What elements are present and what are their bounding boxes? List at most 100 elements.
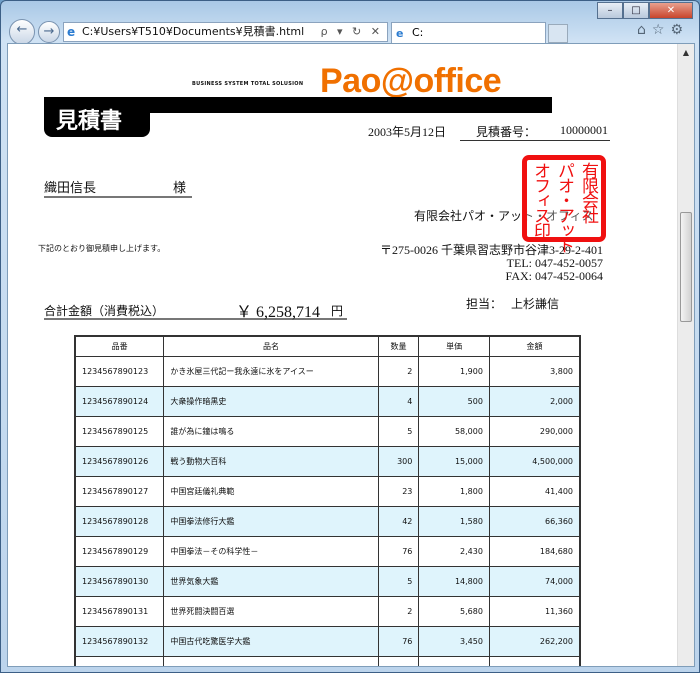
cell-unit-price: 1,580 [418,505,490,537]
address-tools[interactable]: ρ ▾ ↻ ✕ [320,25,383,38]
person-name: 上杉謙信 [511,297,560,311]
scrollbar-thumb[interactable] [680,212,692,322]
cell-unit-price: 2,430 [418,535,490,567]
new-tab-button[interactable] [548,24,568,43]
table-header-row: 品番 品名 数量 単価 金額 [74,335,581,357]
cell-unit-price: 15,000 [418,445,490,477]
logo: Pao@office [320,62,502,100]
total-amount: 合計金額（消費税込） ￥ 6,258,714 円 [44,298,347,321]
estimate-number-label: 見積番号： [476,125,537,139]
scroll-up-arrow-icon[interactable]: ▲ [682,48,690,57]
cell-name: 中国拳法修行大鑑 [163,505,379,537]
total-unit: 円 [331,304,344,318]
tagline: BUSINESS SYSTEM TOTAL SOLUSION [192,81,304,87]
cell-unit-price: 1,800 [418,475,490,507]
col-header-amount: 金額 [488,335,581,357]
col-header-unit-price: 単価 [418,335,490,357]
table-row: 1234567890129 中国拳法－その科学性－ 76 2,430 184,680 [74,535,581,567]
estimate-number: 見積番号： 10000001 [460,123,610,141]
home-favorites-tools-icons[interactable]: ⌂☆⚙ [637,22,689,38]
cell-qty: 4 [377,385,420,417]
total-value: ￥ 6,258,714 [236,304,321,321]
cell-unit-price: 500 [418,385,490,417]
cell-code: 1234567890131 [74,595,165,627]
cell-qty: 76 [377,535,420,567]
forward-button[interactable]: → [38,21,60,43]
cell-name: 世界死闘決闘百選 [163,595,379,627]
cell-name: 中国宮廷儀礼典範 [163,475,379,507]
total-label: 合計金額（消費税込） [44,304,165,318]
address-bar[interactable]: e C:¥Users¥T510¥Documents¥見積書.html ρ ▾ ↻… [63,22,388,42]
cell-code: 1234567890126 [74,445,165,477]
minimize-button[interactable]: – [597,2,623,19]
back-button[interactable]: ← [9,19,35,45]
cell-qty: 23 [377,475,420,507]
close-button[interactable]: ✕ [649,2,693,19]
date: 2003年5月12日 [368,125,447,139]
cell-code: 1234567890125 [74,415,165,447]
sender-address: 〒275-0026 千葉県習志野市谷津3-29-2-401 [380,243,603,257]
col-header-name: 品名 [163,335,379,357]
cell-name: 中国三千年の歴史に学ぶ現代人の知恵 [163,655,379,666]
vertical-scrollbar[interactable]: ▲ [677,44,694,666]
stamp-line: パオ・アット [555,162,574,252]
cell-amount: 262,200 [488,625,581,657]
cell-name: 中国拳法－その科学性－ [163,535,379,567]
person-label: 担当： [466,297,503,311]
page-content: BUSINESS SYSTEM TOTAL SOLUSION Pao@offic… [7,43,695,667]
cell-code: 1234567890123 [74,355,165,387]
cell-code: 1234567890130 [74,565,165,597]
cell-amount: 3,800 [488,355,581,387]
tab-document[interactable]: e C:¥Users¥T510¥Docum... ✕ [391,22,546,58]
cell-amount: 290,000 [488,415,581,447]
cell-amount: 66,360 [488,505,581,537]
ie-tab-icon: e [396,27,404,40]
table-row: 1234567890131 世界死闘決闘百選 2 5,680 11,360 [74,595,581,627]
cell-unit-price: 14,800 [418,565,490,597]
cell-unit-price: 58,000 [418,415,490,447]
company-seal-stamp: 有限会社 パオ・アット オフィス印 [522,155,606,252]
cell-unit-price: 5,680 [418,595,490,627]
recipient-honorific: 様 [172,180,186,195]
stamp-line: 有限会社 [579,162,598,222]
cell-name: かき氷屋三代記ー我永遠に氷をアイスー [163,355,379,387]
recipient: 織田信長 様 [44,177,192,198]
cell-code: 1234567890127 [74,475,165,507]
table-row: 1234567890133中国三千年の歴史に学ぶ現代人の知恵2412,30029… [74,655,581,666]
maximize-button[interactable]: □ [623,2,649,19]
cell-amount: 2,000 [488,385,581,417]
cell-qty: 300 [377,445,420,477]
sender-address-block: 〒275-0026 千葉県習志野市谷津3-29-2-401 TEL: 047-4… [380,244,603,283]
estimate-document: BUSINESS SYSTEM TOTAL SOLUSION Pao@offic… [8,44,694,666]
page-title: 見積書 [44,97,150,137]
cell-name: 戦う動物大百科 [163,445,379,477]
cell-qty: 2 [377,355,420,387]
sender-tel: TEL: 047-452-0057 [506,256,603,270]
header-bar [44,97,552,113]
table-row: 1234567890125 誰が為に鐘は鳴る 5 58,000 290,000 [74,415,581,447]
cell-code: 1234567890128 [74,505,165,537]
table-row: 1234567890123 かき氷屋三代記ー我永遠に氷をアイスー 2 1,900 3,8… [74,355,581,387]
note: 下記のとおり御見積申し上げます。 [38,244,166,253]
cell-unit-price: 1,900 [418,355,490,387]
cell-amount: 184,680 [488,535,581,567]
cell-amount: 41,400 [488,475,581,507]
table-row: 1234567890127 中国宮廷儀礼典範 23 1,800 41,400 [74,475,581,507]
cell-amount: 74,000 [488,565,581,597]
sender-company: 有限会社パオ・アット・オフィス [414,209,594,223]
cell-code: 1234567890124 [74,385,165,417]
table-row: 1234567890132 中国古代吃驚医学大鑑 76 3,450 262,200 [74,625,581,657]
cell-code: 1234567890129 [74,535,165,567]
table-row: 1234567890124 大衆操作暗黒史 4 500 2,000 [74,385,581,417]
col-header-qty: 数量 [377,335,420,357]
window-controls: – □ ✕ [597,2,693,19]
estimate-number-value: 10000001 [560,123,608,137]
cell-name: 中国古代吃驚医学大鑑 [163,625,379,657]
cell-qty: 42 [377,505,420,537]
table-row: 1234567890126 戦う動物大百科 300 15,000 4,500,000 [74,445,581,477]
cell-unit-price: 12,300 [418,655,490,666]
recipient-name: 織田信長 [44,180,97,195]
cell-qty: 24 [377,655,420,666]
cell-unit-price: 3,450 [418,625,490,657]
